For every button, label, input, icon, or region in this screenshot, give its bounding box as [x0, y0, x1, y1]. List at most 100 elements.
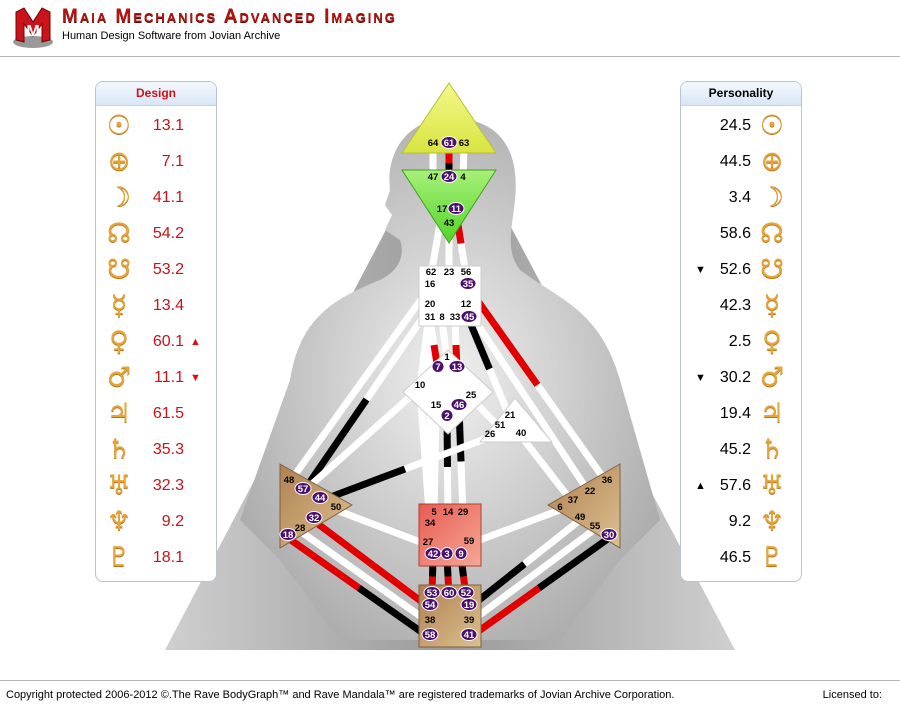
gate-number: 26: [485, 429, 496, 440]
personality-row-north-node[interactable]: ☊ 58.6: [681, 217, 801, 251]
pluto-icon: ♇: [106, 542, 132, 573]
personality-row-venus[interactable]: ♀ 2.5: [681, 325, 801, 359]
gate-35[interactable]: 35: [459, 277, 477, 291]
gate-13[interactable]: 13: [448, 360, 466, 374]
design-row-pluto[interactable]: ♇ 18.1: [96, 541, 216, 575]
gate-7[interactable]: 7: [431, 360, 445, 374]
gate-16[interactable]: 16: [425, 279, 436, 290]
gate-15[interactable]: 15: [431, 400, 442, 411]
design-row-north-node[interactable]: ☊ 54.2: [96, 217, 216, 251]
gate-43[interactable]: 43: [444, 218, 455, 229]
design-row-saturn[interactable]: ♄ 35.3: [96, 433, 216, 467]
gate-50[interactable]: 50: [331, 502, 342, 513]
gate-number: 48: [284, 475, 295, 486]
gate-61[interactable]: 61: [440, 136, 458, 150]
design-row-sun[interactable]: ☉ 13.1: [96, 109, 216, 143]
gate-31[interactable]: 31: [425, 312, 436, 323]
gate-57[interactable]: 57: [294, 482, 312, 496]
gate-21[interactable]: 21: [505, 410, 516, 421]
gate-10[interactable]: 10: [415, 380, 426, 391]
gate-4[interactable]: 4: [460, 172, 466, 183]
design-row-uranus[interactable]: ♅ 32.3: [96, 469, 216, 503]
personality-row-mercury[interactable]: ☿ 42.3: [681, 289, 801, 323]
gate-12[interactable]: 12: [461, 299, 472, 310]
gate-56[interactable]: 56: [461, 267, 472, 278]
gate-1[interactable]: 1: [444, 352, 450, 363]
gate-46[interactable]: 46: [450, 398, 468, 412]
gate-26[interactable]: 26: [485, 429, 496, 440]
gate-34[interactable]: 34: [425, 518, 436, 529]
gate-37[interactable]: 37: [568, 495, 579, 506]
gate-36[interactable]: 36: [602, 475, 613, 486]
gate-51[interactable]: 51: [495, 420, 506, 431]
detriment-arrow-icon: ▼: [190, 372, 201, 384]
gate-19[interactable]: 19: [460, 598, 478, 612]
personality-row-moon[interactable]: ☽ 3.4: [681, 181, 801, 215]
gate-line-value: 9.2: [728, 513, 751, 530]
personality-row-earth[interactable]: ⊕ 44.5: [681, 145, 801, 179]
personality-row-jupiter[interactable]: ♃ 19.4: [681, 397, 801, 431]
gate-53[interactable]: 53: [423, 586, 441, 600]
gate-18[interactable]: 18: [279, 528, 297, 542]
gate-30[interactable]: 30: [600, 528, 618, 542]
gate-14[interactable]: 14: [443, 507, 454, 518]
personality-row-sun[interactable]: ☉ 24.5: [681, 109, 801, 143]
active-gate-marker: [460, 310, 478, 323]
design-row-venus[interactable]: ♀ 60.1 ▲: [96, 325, 216, 359]
design-row-neptune[interactable]: ♆ 9.2: [96, 505, 216, 539]
gate-27[interactable]: 27: [423, 537, 434, 548]
gate-23[interactable]: 23: [444, 267, 455, 278]
gate-48[interactable]: 48: [284, 475, 295, 486]
gate-3[interactable]: 3: [440, 547, 454, 561]
personality-row-south-node[interactable]: ☋ 52.6 ▼: [681, 253, 801, 287]
gate-40[interactable]: 40: [516, 428, 527, 439]
gate-29[interactable]: 29: [458, 507, 469, 518]
gate-44[interactable]: 44: [311, 491, 329, 505]
design-row-jupiter[interactable]: ♃ 61.5: [96, 397, 216, 431]
gate-number: 42: [428, 549, 439, 560]
gate-11[interactable]: 11: [447, 202, 465, 216]
gate-8[interactable]: 8: [439, 312, 444, 323]
design-row-mars[interactable]: ♂ 11.1 ▼: [96, 361, 216, 395]
gate-17[interactable]: 17: [437, 204, 448, 215]
gate-64[interactable]: 64: [428, 138, 439, 149]
design-row-mercury[interactable]: ☿ 13.4: [96, 289, 216, 323]
personality-row-uranus[interactable]: ♅ 57.6 ▲: [681, 469, 801, 503]
gate-63[interactable]: 63: [459, 138, 470, 149]
personality-row-mars[interactable]: ♂ 30.2 ▼: [681, 361, 801, 395]
gate-41[interactable]: 41: [460, 628, 478, 642]
gate-24[interactable]: 24: [440, 170, 458, 184]
gate-6[interactable]: 6: [557, 502, 562, 513]
gate-45[interactable]: 45: [460, 310, 478, 324]
personality-row-neptune[interactable]: ♆ 9.2: [681, 505, 801, 539]
gate-33[interactable]: 33: [450, 312, 461, 323]
gate-62[interactable]: 62: [426, 267, 437, 278]
personality-row-pluto[interactable]: ♇ 46.5: [681, 541, 801, 575]
active-gate-marker: [421, 598, 439, 611]
gate-9[interactable]: 9: [454, 547, 468, 561]
gate-38[interactable]: 38: [425, 615, 436, 626]
gate-20[interactable]: 20: [425, 299, 436, 310]
gate-54[interactable]: 54: [421, 598, 439, 612]
design-row-moon[interactable]: ☽ 41.1: [96, 181, 216, 215]
gate-5[interactable]: 5: [431, 507, 437, 518]
design-row-earth[interactable]: ⊕ 7.1: [96, 145, 216, 179]
gate-55[interactable]: 55: [590, 521, 601, 532]
personality-row-saturn[interactable]: ♄ 45.2: [681, 433, 801, 467]
gate-22[interactable]: 22: [585, 486, 596, 497]
gate-49[interactable]: 49: [575, 512, 586, 523]
gate-42[interactable]: 42: [424, 547, 442, 561]
gate-59[interactable]: 59: [464, 536, 475, 547]
gate-58[interactable]: 58: [421, 628, 439, 642]
gate-39[interactable]: 39: [464, 615, 475, 626]
gate-32[interactable]: 32: [305, 511, 323, 525]
gate-number: 52: [461, 588, 472, 599]
gate-2[interactable]: 2: [440, 409, 454, 423]
gate-28[interactable]: 28: [295, 523, 306, 534]
gate-52[interactable]: 52: [457, 586, 475, 600]
gate-25[interactable]: 25: [466, 390, 477, 401]
gate-number: 46: [454, 400, 465, 411]
gate-60[interactable]: 60: [440, 586, 458, 600]
gate-47[interactable]: 47: [428, 172, 439, 183]
design-row-south-node[interactable]: ☋ 53.2: [96, 253, 216, 287]
